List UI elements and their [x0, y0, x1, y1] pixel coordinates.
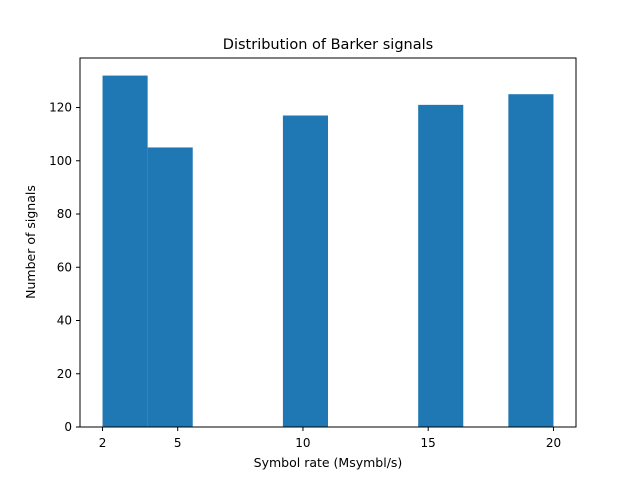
y-tick-label: 60 — [57, 260, 72, 274]
y-tick-label: 20 — [57, 367, 72, 381]
x-tick-label: 5 — [174, 436, 182, 450]
x-axis-ticks: 2 5 10 15 20 — [99, 427, 561, 450]
x-tick-label: 2 — [99, 436, 107, 450]
bar-1 — [147, 147, 193, 428]
y-tick-label: 80 — [57, 207, 72, 221]
x-axis-label: Symbol rate (Msymbl/s) — [254, 455, 403, 470]
bar-0 — [102, 75, 148, 428]
plot-frame — [79, 57, 577, 428]
y-tick-label: 0 — [64, 420, 72, 434]
bar-7 — [418, 104, 464, 427]
x-tick-label: 20 — [546, 436, 561, 450]
bar-9 — [508, 94, 554, 427]
y-axis-ticks: 0 20 40 60 80 100 120 — [49, 101, 80, 434]
y-tick-label: 100 — [49, 154, 72, 168]
y-tick-label: 120 — [49, 101, 72, 115]
x-tick-label: 10 — [295, 436, 310, 450]
y-axis-label: Number of signals — [23, 185, 38, 299]
y-tick-label: 40 — [57, 314, 72, 328]
chart-title: Distribution of Barker signals — [223, 37, 433, 53]
x-tick-label: 15 — [421, 436, 436, 450]
bar-4 — [282, 115, 328, 427]
bars-group — [102, 75, 554, 428]
